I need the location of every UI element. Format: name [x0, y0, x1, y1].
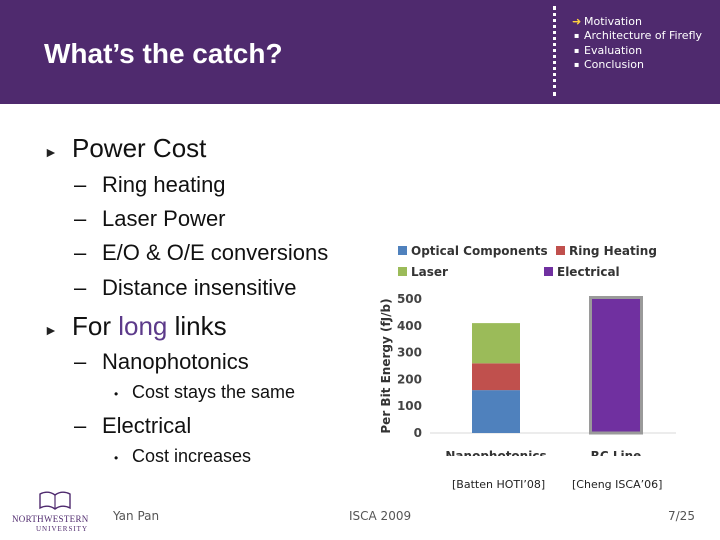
bullet-text-post: links — [167, 311, 227, 341]
bullet-laser-power: – Laser Power — [74, 206, 226, 232]
northwestern-logo: NORTHWESTERN UNIVERSITY — [10, 490, 102, 536]
outline-item-conclusion[interactable]: ▪ Conclusion — [572, 58, 702, 73]
bar-segment — [592, 299, 640, 433]
bullet-text: Ring heating — [102, 172, 226, 197]
page-number: 7/25 — [668, 509, 695, 523]
dash-bullet: – — [74, 349, 87, 374]
bullet-text-pre: For — [72, 311, 119, 341]
bullet-distance: – Distance insensitive — [74, 275, 296, 301]
bullet-text: Power Cost — [72, 133, 207, 163]
bullet-text: Cost increases — [132, 446, 252, 466]
bullet-cost-same: • Cost stays the same — [114, 382, 295, 403]
bar-segment — [472, 363, 520, 391]
y-axis-label: Per Bit Energy (fJ/b) — [379, 298, 393, 433]
bullet-nanophotonics: – Nanophotonics — [74, 349, 249, 375]
bullet-conversions: – E/O & O/E conversions — [74, 240, 328, 266]
energy-chart: Optical Components Ring Heating Laser Elect… — [378, 236, 684, 463]
legend-swatch — [398, 246, 407, 255]
outline-label: Architecture of Firefly — [584, 29, 703, 43]
footer-conference: ISCA 2009 — [349, 509, 412, 523]
energy-chart-svg: Optical Components Ring Heating Laser Elect… — [378, 236, 684, 463]
square-bullet-icon: ▪ — [574, 45, 580, 55]
bullet-text: E/O & O/E conversions — [102, 240, 329, 265]
dot-bullet: • — [114, 387, 119, 401]
y-tick-label: 200 — [397, 372, 422, 386]
dash-bullet: – — [74, 275, 87, 300]
triangle-bullet-icon: ► — [44, 144, 58, 160]
category-label: RC Line — [591, 449, 642, 456]
dash-bullet: – — [74, 172, 87, 197]
bullet-text: Laser Power — [102, 206, 226, 231]
legend-label: Laser — [411, 265, 448, 279]
outline-label: Evaluation — [584, 43, 643, 57]
y-tick-label: 100 — [397, 399, 422, 413]
outline-item-architecture[interactable]: ▪ Architecture of Firefly — [572, 29, 702, 44]
legend-swatch — [398, 267, 407, 276]
logo-university: UNIVERSITY — [36, 525, 88, 533]
bar-segment — [472, 390, 520, 433]
bullet-cost-increases: • Cost increases — [114, 446, 251, 467]
header-divider — [553, 6, 556, 96]
bullet-electrical: – Electrical — [74, 413, 191, 439]
bullet-long-links: ► For long links — [44, 311, 227, 342]
bullet-ring-heating: – Ring heating — [74, 172, 226, 198]
slide-title: What’s the catch? — [44, 38, 283, 69]
dash-bullet: – — [74, 240, 87, 265]
outline-label: Motivation — [584, 14, 642, 28]
legend-swatch — [556, 246, 565, 255]
bullet-text: Cost stays the same — [132, 382, 296, 402]
bullet-text: Nanophotonics — [102, 349, 249, 374]
section-outline: ➜ Motivation ▪ Architecture of Firefly ▪… — [572, 14, 702, 72]
triangle-bullet-icon: ► — [44, 322, 58, 338]
citation-batten: [Batten HOTI’08] — [452, 478, 546, 491]
y-tick-label: 500 — [397, 292, 422, 306]
bullet-text: Distance insensitive — [102, 275, 297, 300]
outline-item-motivation[interactable]: ➜ Motivation — [572, 14, 702, 29]
legend-label: Electrical — [557, 265, 620, 279]
arrow-right-icon: ➜ — [572, 14, 582, 28]
outline-label: Conclusion — [584, 58, 644, 72]
dash-bullet: – — [74, 413, 87, 438]
y-tick-label: 0 — [414, 426, 422, 440]
footer-author: Yan Pan — [113, 509, 160, 523]
y-tick-label: 300 — [397, 346, 422, 360]
square-bullet-icon: ▪ — [574, 31, 580, 41]
logo-name: NORTHWESTERN — [12, 514, 89, 524]
outline-item-evaluation[interactable]: ▪ Evaluation — [572, 43, 702, 58]
legend-swatch — [544, 267, 553, 276]
citation-cheng: [Cheng ISCA’06] — [572, 478, 663, 491]
category-label: Nanophotonics — [445, 449, 546, 456]
bar-outline — [589, 296, 643, 435]
bar-segment — [472, 323, 520, 364]
bullet-text: Electrical — [102, 413, 192, 438]
legend-label: Ring Heating — [569, 244, 657, 258]
bullet-power-cost: ► Power Cost — [44, 133, 206, 164]
slide-header: What’s the catch? ➜ Motivation ▪ Archite… — [0, 0, 720, 104]
bullet-text-highlight: long — [118, 311, 168, 341]
dot-bullet: • — [114, 451, 119, 465]
dash-bullet: – — [74, 206, 87, 231]
university-seal-icon — [39, 491, 71, 510]
square-bullet-icon: ▪ — [574, 60, 580, 70]
legend-label: Optical Components — [411, 244, 548, 258]
y-tick-label: 400 — [397, 319, 422, 333]
